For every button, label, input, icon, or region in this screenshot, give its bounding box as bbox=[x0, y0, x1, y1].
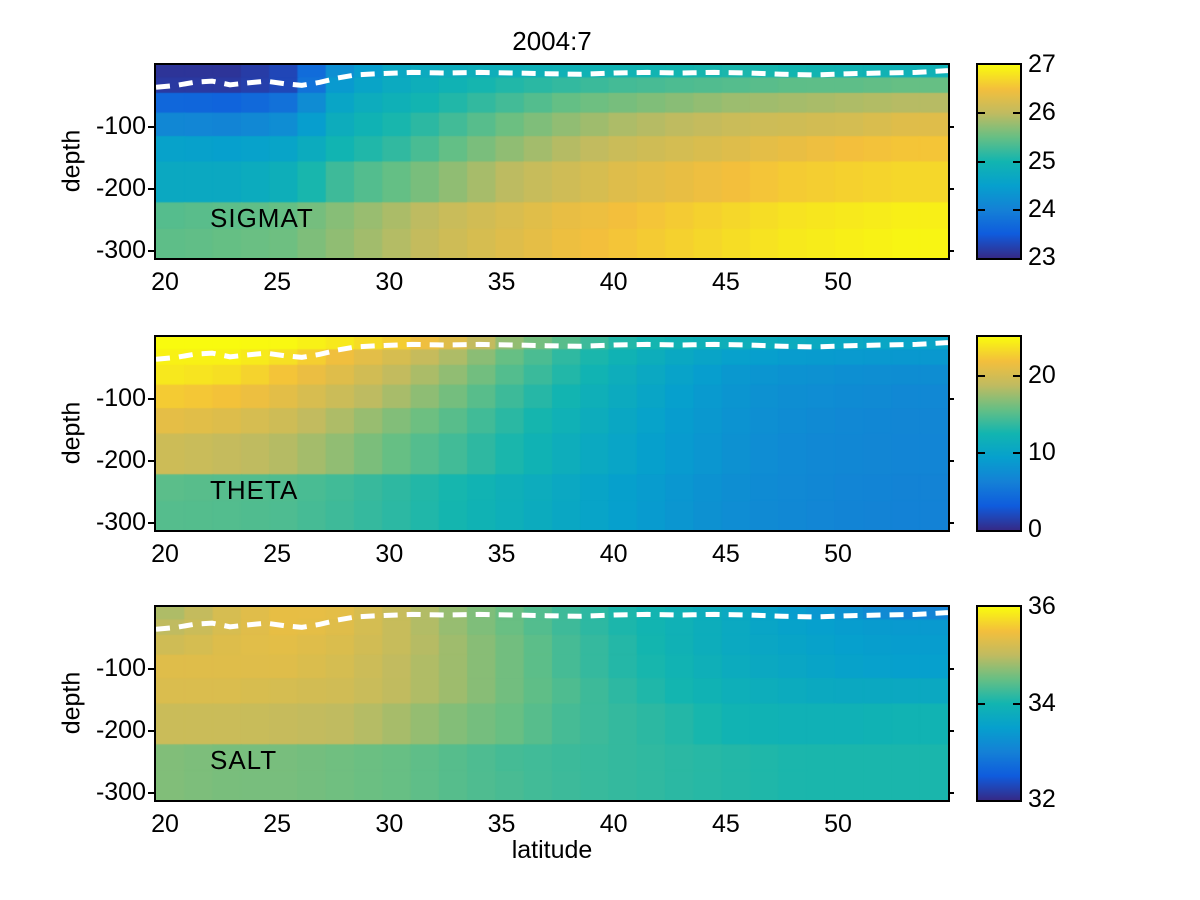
colorbar-tick-label: 34 bbox=[1028, 688, 1056, 717]
colorbar-tick-label: 0 bbox=[1028, 515, 1042, 543]
heatmap-panel-sigmat: SIGMAT bbox=[154, 63, 950, 260]
y-tick-label: -300 bbox=[95, 235, 146, 264]
y-axis-tick-mark bbox=[948, 125, 954, 128]
sigmat-heatmap bbox=[156, 65, 948, 258]
y-axis-tick-mark bbox=[148, 249, 154, 252]
x-tick-label: 20 bbox=[151, 540, 179, 568]
y-axis-tick-mark bbox=[948, 791, 954, 794]
y-tick-label: -300 bbox=[95, 777, 146, 806]
y-tick-label: -200 bbox=[95, 715, 146, 744]
colorbar-tick-mark bbox=[1013, 374, 1020, 377]
colorbar-sigmat bbox=[976, 63, 1022, 260]
x-tick-label: 25 bbox=[263, 540, 292, 568]
y-axis-tick-mark bbox=[948, 667, 954, 670]
colorbar-tick-mark bbox=[1013, 160, 1020, 163]
colorbar-tick-mark bbox=[1013, 112, 1020, 115]
y-axis-tick-mark bbox=[148, 791, 154, 794]
x-tick-label: 40 bbox=[599, 268, 628, 296]
colorbar-tick-label: 23 bbox=[1028, 243, 1056, 271]
y-tick-label: -200 bbox=[95, 173, 146, 202]
y-tick-label: -300 bbox=[95, 507, 146, 536]
y-axis-tick-mark bbox=[948, 729, 954, 732]
x-tick-label: 35 bbox=[487, 540, 516, 568]
x-tick-label: 35 bbox=[487, 268, 516, 296]
y-axis-tick-mark bbox=[148, 187, 154, 190]
x-tick-label: 35 bbox=[487, 810, 516, 838]
colorbar-tick-mark bbox=[978, 451, 985, 454]
mixed-layer-depth-line bbox=[156, 340, 948, 362]
x-tick-label: 25 bbox=[263, 810, 292, 838]
mixed-layer-depth-line bbox=[156, 610, 948, 632]
y-tick-label: -200 bbox=[95, 445, 146, 474]
y-tick-label: -100 bbox=[95, 111, 146, 140]
colorbar-salt bbox=[976, 605, 1022, 802]
y-axis-tick-mark bbox=[148, 459, 154, 462]
theta-heatmap bbox=[156, 337, 948, 530]
y-axis-tick-mark bbox=[148, 667, 154, 670]
figure-title: 2004:7 bbox=[512, 26, 592, 56]
x-tick-label: 50 bbox=[824, 540, 852, 568]
x-tick-label: 40 bbox=[599, 810, 628, 838]
colorbar-tick-mark bbox=[978, 208, 985, 211]
heatmap-panel-salt: SALT bbox=[154, 605, 950, 802]
y-tick-label: -100 bbox=[95, 653, 146, 682]
y-axis-tick-mark bbox=[148, 729, 154, 732]
x-tick-label: 30 bbox=[375, 540, 404, 568]
panel-label-theta: THETA bbox=[210, 475, 299, 505]
x-tick-label: 50 bbox=[824, 810, 852, 838]
panel-label-salt: SALT bbox=[210, 745, 278, 775]
colorbar-tick-label: 25 bbox=[1028, 146, 1056, 175]
x-tick-label: 30 bbox=[375, 268, 404, 296]
colorbar-tick-label: 27 bbox=[1028, 50, 1056, 78]
colorbar-tick-mark bbox=[978, 374, 985, 377]
salt-heatmap bbox=[156, 607, 948, 800]
colorbar-tick-mark bbox=[1013, 208, 1020, 211]
colorbar-tick-label: 36 bbox=[1028, 592, 1056, 620]
colorbar-tick-mark bbox=[978, 702, 985, 705]
mld-dashed-line bbox=[156, 340, 948, 362]
colorbar-tick-mark bbox=[1013, 451, 1020, 454]
x-tick-label: 20 bbox=[151, 268, 179, 296]
y-axis-tick-mark bbox=[948, 187, 954, 190]
y-tick-label: -100 bbox=[95, 383, 146, 412]
panel-label-sigmat: SIGMAT bbox=[210, 203, 314, 233]
y-axis-tick-mark bbox=[948, 521, 954, 524]
mld-dashed-line bbox=[156, 68, 948, 90]
y-axis-tick-mark bbox=[948, 397, 954, 400]
colorbar-tick-label: 24 bbox=[1028, 194, 1056, 223]
y-axis-tick-mark bbox=[948, 249, 954, 252]
y-axis-tick-mark bbox=[948, 459, 954, 462]
x-tick-label: 20 bbox=[151, 810, 179, 838]
x-tick-label: 40 bbox=[599, 540, 628, 568]
y-axis-tick-mark bbox=[148, 125, 154, 128]
x-tick-label: 45 bbox=[711, 540, 740, 568]
colorbar-tick-mark bbox=[978, 112, 985, 115]
x-tick-label: 30 bbox=[375, 810, 404, 838]
x-axis-label-latitude: latitude bbox=[511, 836, 593, 864]
colorbar-tick-label: 20 bbox=[1028, 360, 1056, 389]
y-axis-tick-mark bbox=[148, 397, 154, 400]
mld-dashed-line bbox=[156, 610, 948, 632]
y-axis-tick-mark bbox=[148, 521, 154, 524]
x-tick-label: 50 bbox=[824, 268, 852, 296]
x-tick-label: 45 bbox=[711, 268, 740, 296]
colorbar-tick-mark bbox=[1013, 702, 1020, 705]
x-tick-label: 45 bbox=[711, 810, 740, 838]
heatmap-panel-theta: THETA bbox=[154, 335, 950, 532]
colorbar-tick-label: 10 bbox=[1028, 437, 1056, 466]
colorbar-tick-label: 32 bbox=[1028, 785, 1056, 813]
colorbar-theta bbox=[976, 335, 1022, 532]
colorbar-tick-label: 26 bbox=[1028, 98, 1056, 127]
colorbar-tick-mark bbox=[978, 160, 985, 163]
x-tick-label: 25 bbox=[263, 268, 292, 296]
mixed-layer-depth-line bbox=[156, 68, 948, 90]
